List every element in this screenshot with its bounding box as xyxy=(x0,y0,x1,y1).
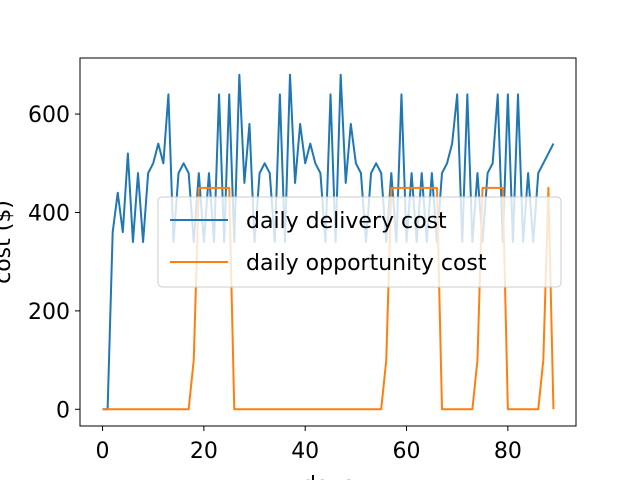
y-axis: 0 200 400 600 xyxy=(28,103,80,423)
y-tick-label: 400 xyxy=(28,201,70,226)
y-tick-label: 0 xyxy=(56,398,70,423)
x-tick-label: 0 xyxy=(96,439,110,464)
x-tick-label: 80 xyxy=(494,439,522,464)
legend-label-opportunity: daily opportunity cost xyxy=(246,251,487,276)
series-line-opportunity xyxy=(102,186,555,411)
x-axis: 0 20 40 60 80 xyxy=(96,426,522,464)
axes-frame xyxy=(79,57,577,427)
y-tick-label: 200 xyxy=(28,300,70,325)
x-axis-label: days xyxy=(302,473,354,480)
x-tick-label: 40 xyxy=(291,439,319,464)
y-tick-label: 600 xyxy=(28,103,70,128)
x-tick-label: 60 xyxy=(393,439,421,464)
series-line-delivery xyxy=(102,73,555,411)
y-axis-label: cost ($) xyxy=(0,200,16,284)
plot-area xyxy=(102,73,555,411)
x-tick-label: 20 xyxy=(190,439,218,464)
legend: daily delivery cost daily opportunity co… xyxy=(157,196,562,288)
legend-label-delivery: daily delivery cost xyxy=(246,209,447,234)
legend-box xyxy=(157,196,562,288)
